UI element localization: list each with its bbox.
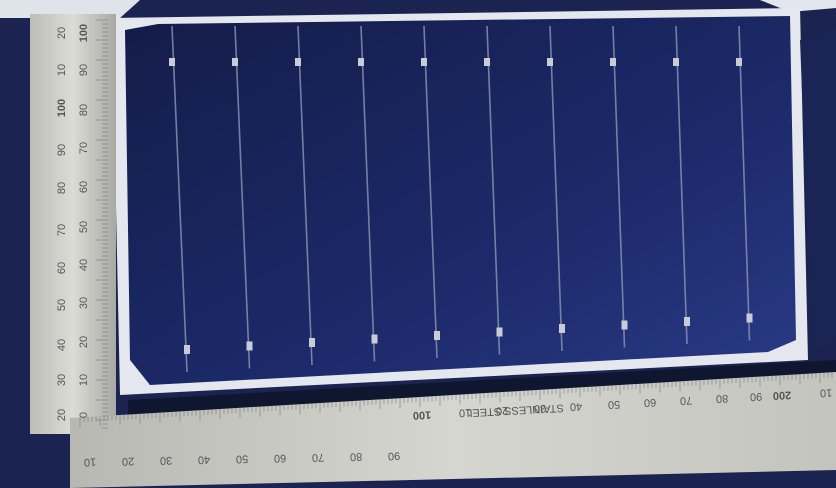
- ruler-label: 70: [56, 224, 68, 236]
- gap: [128, 360, 836, 415]
- busbar-pad: [547, 58, 553, 66]
- busbar: [486, 25, 501, 355]
- ruler-label: 10: [820, 386, 833, 399]
- busbar-pad: [371, 334, 378, 344]
- horizontal-ruler: [70, 372, 836, 488]
- busbar: [423, 25, 438, 359]
- ruler-brand: STAINLESS STEEL: [466, 402, 564, 419]
- busbar: [171, 25, 188, 373]
- busbar-pad: [421, 58, 427, 66]
- ruler-label: 80: [350, 450, 363, 463]
- ruler-label: 90: [388, 449, 401, 462]
- ruler-label: 10: [78, 374, 90, 386]
- ruler-ticks: [79, 19, 833, 429]
- busbar: [549, 25, 563, 352]
- ruler-label: 70: [78, 142, 90, 154]
- ruler-label: 10: [84, 455, 97, 468]
- ruler-label: 30: [78, 297, 90, 309]
- ruler-label: 20: [496, 404, 509, 417]
- ruler-label: 10: [459, 406, 472, 419]
- ruler-label: 70: [312, 451, 325, 464]
- busbar: [675, 25, 688, 345]
- ruler-label: 50: [608, 398, 621, 411]
- ruler-label: 10: [56, 64, 68, 76]
- ruler-label: 80: [78, 104, 90, 116]
- busbar-pad: [484, 58, 490, 66]
- ruler-label: 20: [56, 27, 68, 39]
- busbar-pad: [621, 320, 628, 330]
- busbar-pad: [496, 327, 503, 337]
- ruler-label: 100: [56, 99, 68, 117]
- busbar-pad: [358, 58, 364, 66]
- busbar-pad: [246, 341, 253, 351]
- ruler-label: 70: [680, 394, 693, 407]
- ruler-label: 90: [78, 64, 90, 76]
- busbar-pad: [610, 58, 616, 66]
- ruler-label: 20: [78, 336, 90, 348]
- busbar: [234, 25, 251, 369]
- busbar: [612, 25, 626, 348]
- ruler-label: 100: [413, 408, 432, 421]
- busbar-pad: [559, 324, 565, 333]
- ruler-label: 30: [160, 454, 173, 467]
- ruler-label: 80: [56, 182, 68, 194]
- ruler-label: 20: [122, 455, 135, 468]
- ruler-label: 60: [644, 396, 657, 409]
- ruler-label: 40: [56, 339, 68, 351]
- ruler-label: 0: [78, 412, 90, 418]
- ruler-label: 30: [534, 402, 547, 415]
- ruler-label: 20: [56, 409, 68, 421]
- busbar-pad: [309, 338, 315, 347]
- ruler-label: 40: [78, 259, 90, 271]
- ruler-label: 60: [56, 262, 68, 274]
- busbar-pad: [184, 345, 190, 354]
- ruler-label: 50: [56, 299, 68, 311]
- busbar-pad: [673, 58, 679, 66]
- busbars: [169, 25, 753, 373]
- ruler-label: 60: [274, 452, 287, 465]
- ruler-label: 100: [78, 24, 90, 42]
- ruler-label: 50: [236, 452, 249, 465]
- busbar-pad: [169, 58, 175, 66]
- ruler-label: 50: [78, 221, 90, 233]
- ruler-label: 30: [56, 374, 68, 386]
- ruler-label: 40: [198, 453, 211, 466]
- solar-cell: [125, 16, 796, 385]
- busbar: [738, 25, 751, 341]
- busbar-pad: [746, 313, 753, 323]
- busbar-pad: [295, 58, 301, 66]
- ruler-label: 90: [56, 144, 68, 156]
- busbar-pad: [684, 317, 690, 326]
- ruler-label: 200: [773, 388, 792, 401]
- busbar-pad: [434, 331, 440, 340]
- frame-edge: [760, 0, 836, 12]
- next-cell: [800, 30, 836, 350]
- ruler-label: 90: [750, 390, 763, 403]
- busbar: [360, 25, 376, 362]
- busbar: [297, 25, 313, 366]
- ruler-label: 80: [716, 392, 729, 405]
- busbar-pad: [232, 58, 238, 66]
- vertical-ruler: [30, 14, 116, 434]
- frame-edge: [0, 0, 140, 18]
- busbar-pad: [736, 58, 742, 66]
- ruler-label: 40: [570, 400, 583, 413]
- ruler-label: 60: [78, 181, 90, 193]
